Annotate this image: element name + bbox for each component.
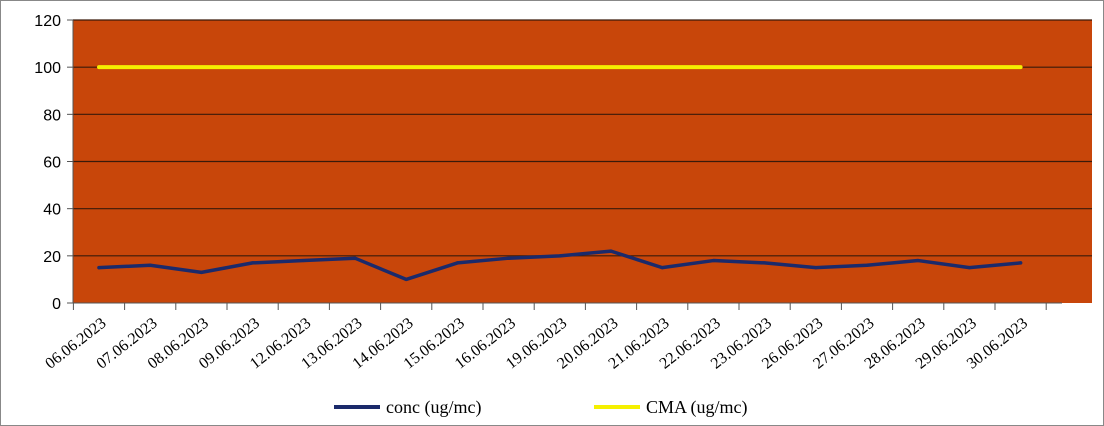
y-tick-label: 100 (34, 60, 61, 77)
data-point (660, 65, 664, 69)
data-point (711, 258, 716, 263)
data-point (353, 256, 357, 260)
data-point (97, 266, 101, 270)
data-point (97, 65, 101, 69)
data-point (609, 249, 613, 253)
data-point (455, 261, 459, 265)
data-point (660, 266, 664, 270)
data-point (251, 261, 255, 265)
data-point (199, 270, 203, 274)
data-point (916, 258, 920, 263)
data-point (1019, 65, 1023, 69)
legend-label: CMA (ug/mc) (646, 397, 748, 418)
data-point (148, 65, 152, 69)
data-point (814, 266, 818, 270)
y-tick-label: 40 (43, 202, 61, 219)
data-point (507, 256, 511, 260)
data-point (814, 65, 818, 69)
data-point (558, 254, 562, 258)
data-point (353, 65, 357, 69)
data-point (763, 261, 767, 265)
series-lines (97, 65, 1023, 282)
data-point (609, 65, 613, 69)
y-tick-label: 80 (43, 107, 61, 124)
y-tick-label: 20 (43, 249, 61, 266)
legend: conc (ug/mc) CMA (ug/mc) (334, 397, 748, 418)
data-point (302, 258, 306, 263)
data-point (711, 65, 716, 69)
y-tick-label: 0 (52, 296, 61, 313)
y-tick-label: 120 (34, 13, 61, 30)
data-point (148, 263, 152, 267)
data-point (455, 65, 459, 69)
data-point (558, 65, 562, 69)
data-point (865, 65, 869, 69)
data-point (1019, 261, 1023, 265)
y-tick-label: 60 (43, 155, 61, 172)
data-point (507, 65, 511, 69)
data-point (404, 277, 408, 282)
data-point (967, 266, 972, 270)
legend-label: conc (ug/mc) (386, 397, 481, 418)
data-point (916, 65, 920, 69)
data-point (302, 65, 306, 69)
data-point (251, 65, 255, 69)
data-point (865, 263, 869, 267)
data-point (404, 65, 408, 69)
data-point (967, 65, 972, 69)
data-point (763, 65, 767, 69)
y-axis: 0 20 40 60 80 100 120 (34, 13, 74, 313)
data-point (199, 65, 203, 69)
